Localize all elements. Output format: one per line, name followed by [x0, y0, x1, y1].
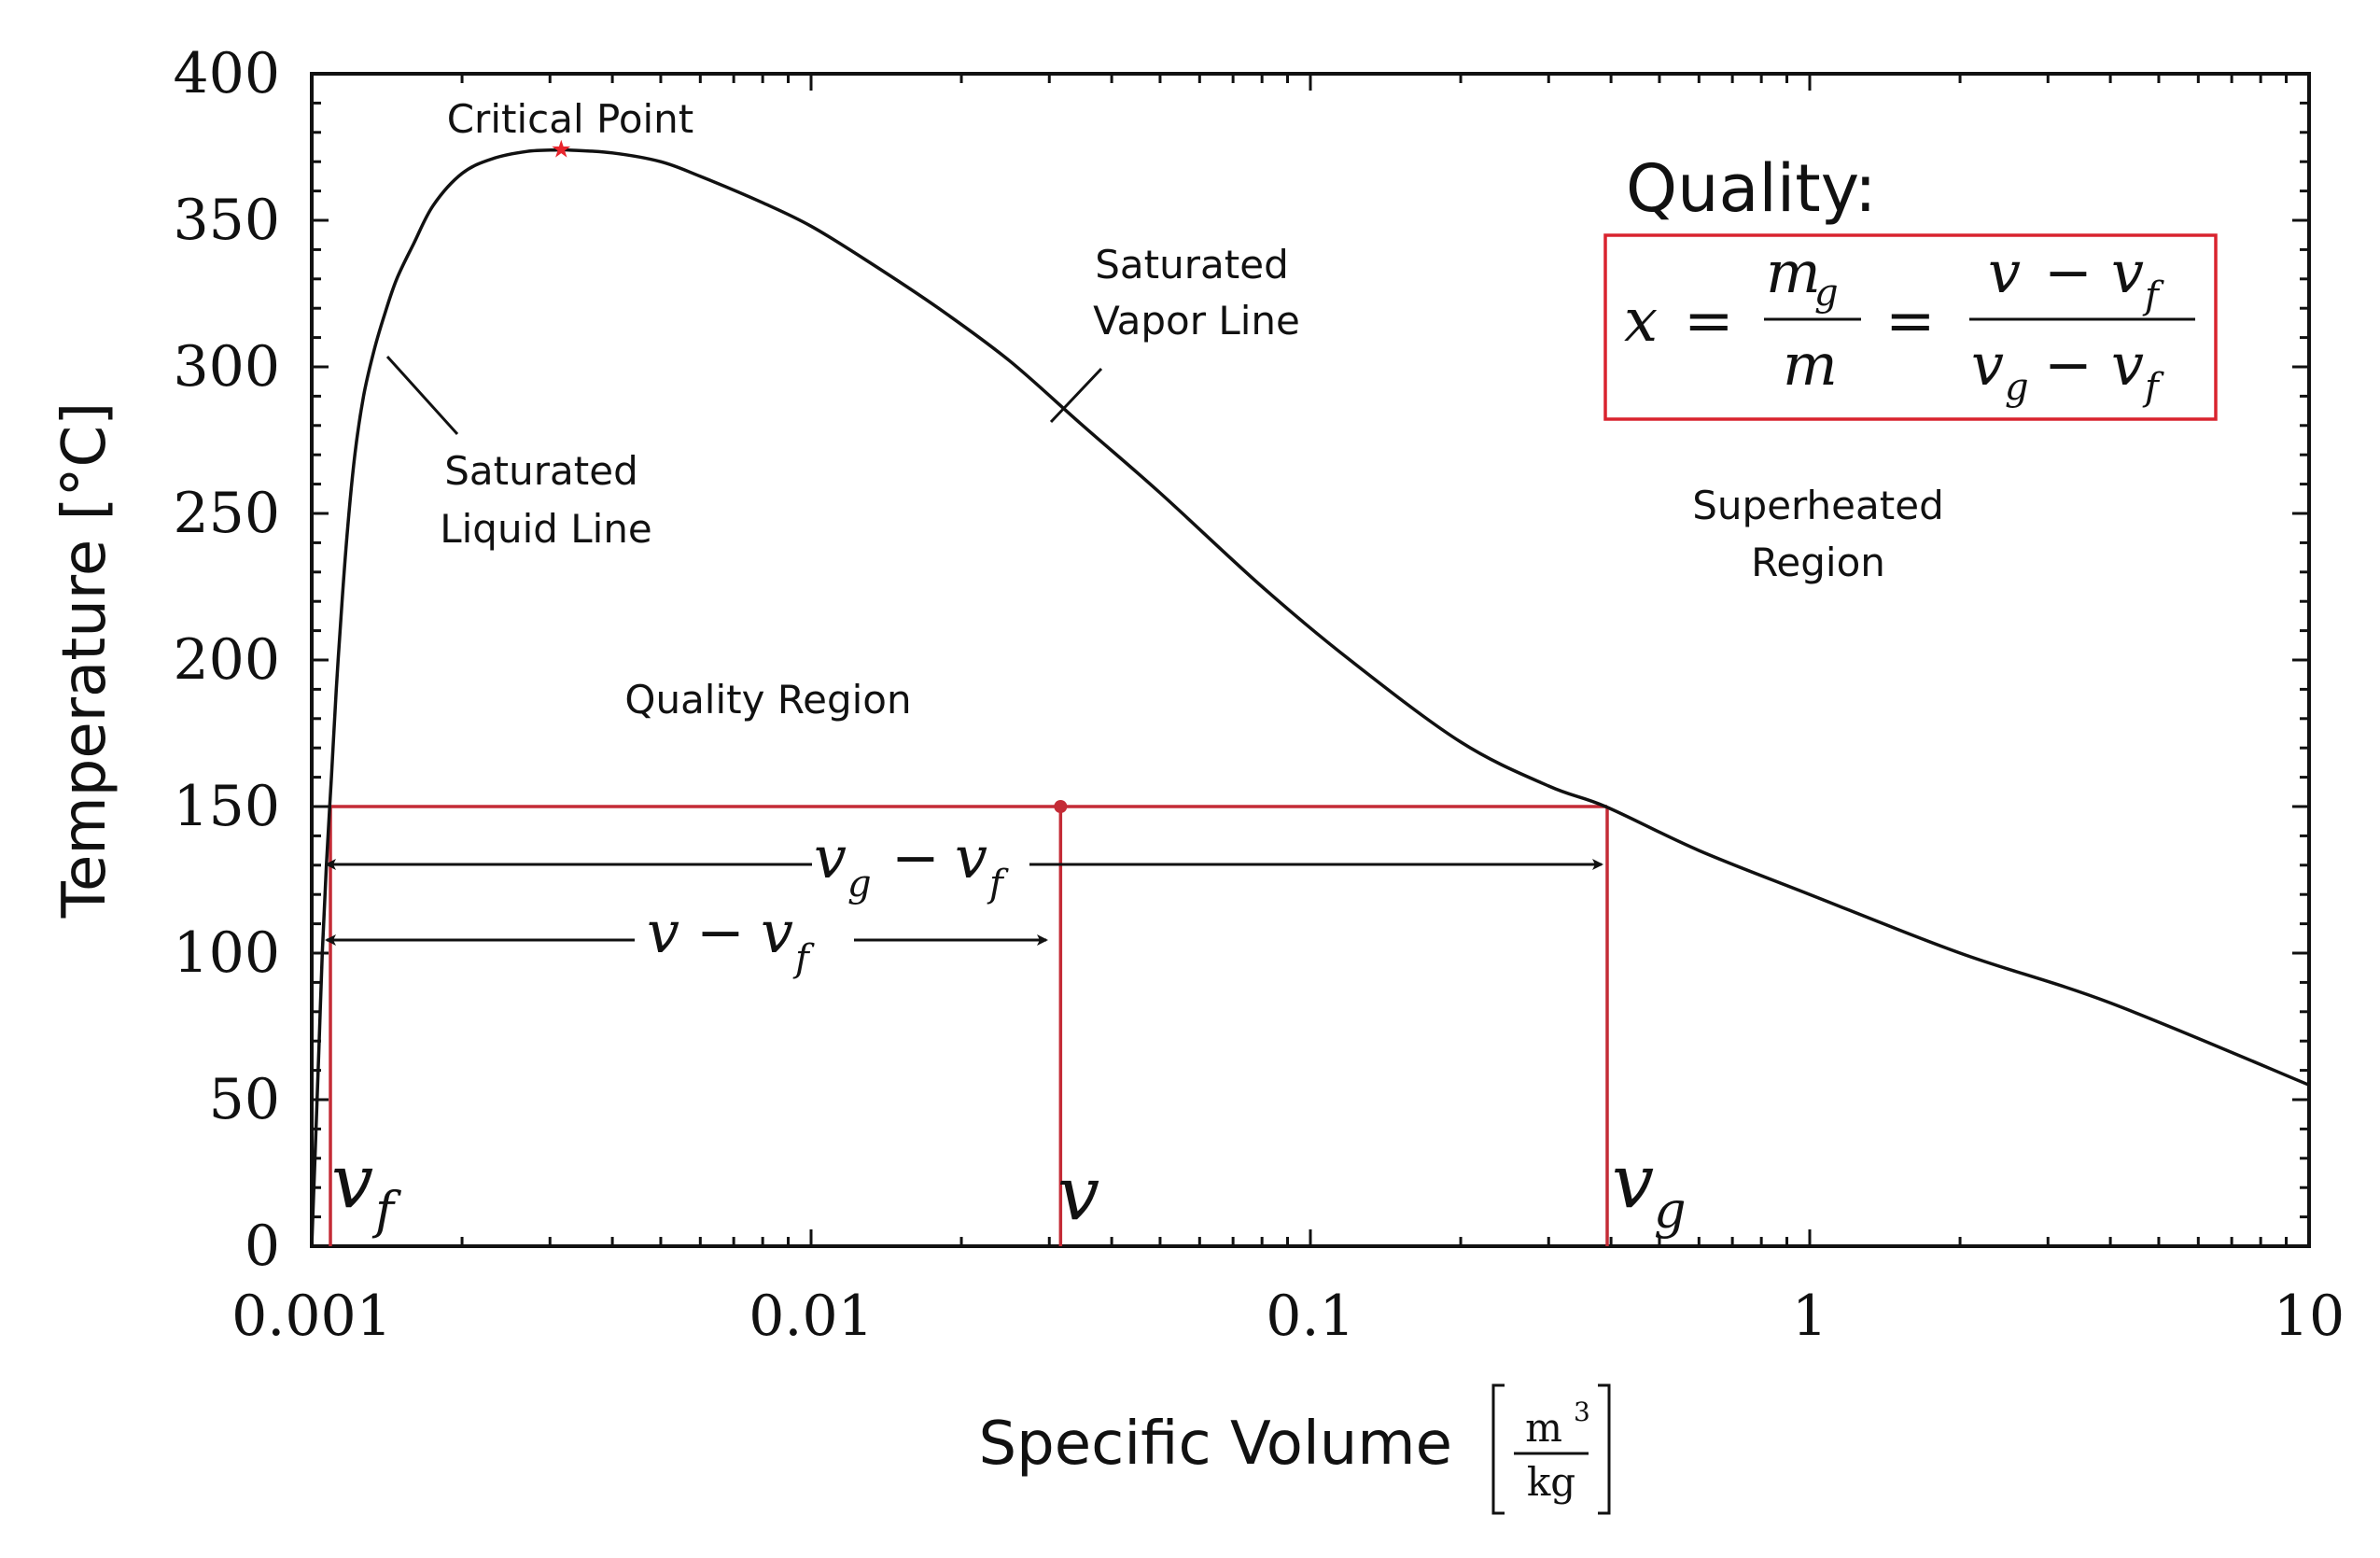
quality-construction [329, 800, 1609, 1246]
superheated-label-line2: Region [1751, 540, 1885, 585]
label-vf: v f [331, 1138, 401, 1240]
y-axis-title: Temperature [°C] [50, 402, 119, 919]
unit-denominator: kg [1527, 1459, 1575, 1505]
label-v: v [1057, 1150, 1099, 1237]
arrow-v-vf-minus: − [696, 898, 745, 966]
arrow-vg-vf-s1: g [847, 863, 872, 905]
label-vf-v: v [331, 1138, 373, 1225]
quality-title: Quality: [1626, 150, 1877, 227]
y-tick-label: 350 [173, 188, 280, 253]
arrow-v-vf-v1: v [647, 898, 679, 966]
y-tick-label: 0 [245, 1214, 280, 1279]
formula-num-vf-sub: f [2142, 274, 2164, 317]
saturated-vapor-label-line2: Vapor Line [1093, 298, 1300, 344]
arrow-vg-vf-v2: v [955, 823, 987, 891]
formula-box [1603, 233, 2218, 421]
saturated-liquid-label-line1: Saturated [444, 448, 637, 494]
unit-left-bracket [1491, 1383, 1505, 1515]
formula-den-vg: v [1971, 330, 2004, 399]
arrow-vg-vf-label: v g − v f [814, 823, 1009, 905]
arrow-v-vf-v2: v [761, 898, 793, 966]
unit-numerator: m [1525, 1405, 1562, 1451]
label-vg-sub: g [1654, 1181, 1687, 1240]
arrow-v-vf-label: v − v f [647, 898, 815, 980]
arrow-vg-vf-s2: f [987, 863, 1009, 905]
y-tick-label: 150 [173, 774, 280, 839]
formula-num-v: v [1988, 238, 2021, 306]
liquid-line-leader [385, 355, 459, 436]
formula-den-vf-sub: f [2142, 366, 2164, 409]
x-tick-label: 0.001 [231, 1284, 392, 1349]
x-tick-label: 0.01 [749, 1284, 874, 1349]
formula-den-vf: v [2111, 330, 2144, 399]
superheated-label-line1: Superheated [1692, 483, 1943, 528]
formula-den-minus: − [2044, 330, 2093, 399]
formula-m: m [1783, 330, 1838, 399]
x-tick-label: 10 [2274, 1284, 2345, 1349]
x-tick-label: 1 [1792, 1284, 1827, 1349]
formula-x: x [1624, 287, 1658, 356]
state-point [1054, 800, 1068, 813]
unit-right-bracket [1598, 1383, 1611, 1515]
formula-num-minus: − [2044, 238, 2093, 306]
y-tick-label: 200 [173, 627, 280, 693]
critical-point-marker: ★ [551, 136, 572, 164]
formula-equals-1: = [1684, 287, 1734, 356]
y-tick-label: 400 [173, 41, 280, 106]
y-tick-label: 100 [173, 920, 280, 986]
critical-point-label: Critical Point [447, 96, 694, 142]
arrow-vg-vf-minus: − [891, 823, 940, 891]
saturated-liquid-label-line2: Liquid Line [440, 506, 652, 552]
label-vg: v g [1612, 1138, 1687, 1240]
formula-equals-2: = [1885, 287, 1936, 356]
axis-ticks [310, 72, 2311, 1248]
quality-region-label: Quality Region [624, 677, 911, 723]
arrow-vg-vf-v1: v [814, 823, 847, 891]
formula-mg: m [1766, 238, 1821, 306]
formula-mg-sub: g [1814, 272, 1839, 315]
quality-formula: x = m g m = v − v f v g − v f [1624, 238, 2195, 409]
label-vf-sub: f [371, 1181, 401, 1240]
vapor-line-leader [1049, 367, 1103, 424]
arrow-v-vf-s2: f [792, 937, 815, 980]
y-tick-label: 250 [173, 481, 280, 546]
saturation-dome-line [310, 147, 2310, 1247]
y-tick-label: 50 [209, 1067, 280, 1132]
x-axis-title: Specific Volume [979, 1410, 1452, 1479]
x-axis-unit: m 3 kg [1491, 1383, 1611, 1515]
formula-num-vf: v [2111, 238, 2144, 306]
y-tick-label: 300 [173, 334, 280, 400]
saturated-vapor-label-line1: Saturated [1095, 242, 1288, 288]
unit-exponent: 3 [1574, 1397, 1590, 1427]
x-tick-label: 0.1 [1266, 1284, 1354, 1349]
label-vg-v: v [1612, 1138, 1654, 1225]
formula-den-vg-sub: g [2005, 366, 2029, 409]
